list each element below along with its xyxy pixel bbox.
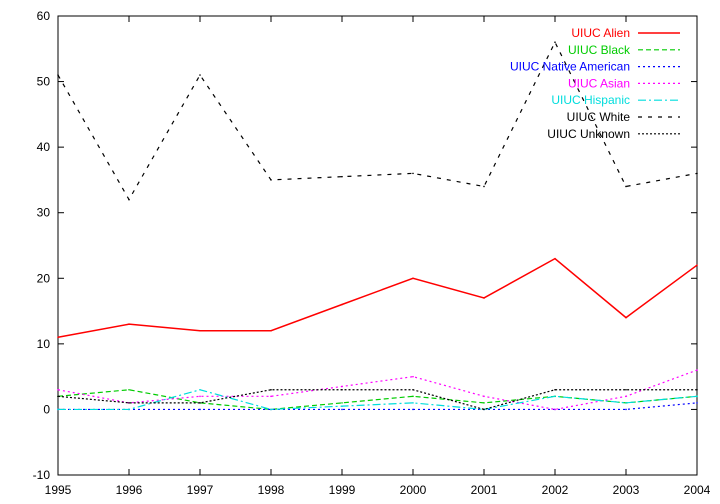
data-point [128,388,130,391]
data-point [412,408,414,411]
data-point [625,395,627,398]
data-point [341,175,343,178]
axes [57,15,698,476]
data-point [412,277,414,280]
data-point [483,402,485,404]
legend-label: UIUC Alien [571,26,630,40]
legend-label: UIUC Unknown [547,127,630,141]
data-point [412,402,414,404]
data-point [412,375,414,378]
data-point [341,303,343,306]
x-tick-label: 1997 [187,483,214,497]
data-point [270,395,272,398]
data-point [341,405,343,407]
y-tick-label: -10 [33,468,51,482]
data-point [270,179,272,181]
data-point [128,198,130,201]
data-point [412,388,414,391]
data-point [270,408,272,411]
data-point [554,388,556,391]
data-point [554,41,556,44]
data-point [57,74,59,76]
legend-label: UIUC Asian [568,76,630,90]
x-tick-label: 1995 [45,483,72,497]
data-point [412,172,414,175]
data-point [625,408,627,411]
x-tick-label: 1998 [258,483,285,497]
y-tick-label: 60 [37,9,51,23]
y-tick-label: 0 [43,402,50,416]
series-line-uiuc-native-american [58,402,698,411]
data-point [483,408,485,411]
x-tick-label: 2002 [542,483,569,497]
x-tick-label: 2003 [613,483,640,497]
legend-label: UIUC Black [568,43,631,57]
series-line-uiuc-black [57,389,698,411]
tick-marks: -10 0 10 20 30 40 50 60 1995 1996 1997 1998 1999 2000… [33,9,711,497]
data-point [270,329,272,332]
series-line-uiuc-unknown [57,389,697,411]
data-point [199,329,201,332]
data-point [696,172,698,175]
y-tick-label: 20 [37,271,51,285]
data-point [341,385,343,388]
x-tick-label: 2001 [471,483,498,497]
data-point [554,408,556,411]
data-point [554,395,556,398]
data-point [199,74,201,76]
x-tick-label: 1999 [329,483,356,497]
data-point [128,408,130,411]
y-tick-label: 30 [37,206,51,220]
x-tick-label: 1996 [116,483,143,497]
plot-frame [57,15,698,476]
data-point [128,402,130,404]
data-point [57,408,59,411]
series-line-uiuc-hispanic [58,389,698,411]
data-point [625,316,627,319]
data-point [57,395,59,398]
data-point [625,185,627,188]
data-point [199,402,201,404]
data-point [341,388,343,391]
data-point [199,408,201,411]
data-point [696,388,698,391]
x-tick-label: 2000 [400,483,427,497]
data-point [554,257,556,260]
series-layer [57,40,698,411]
series-line-uiuc-white [57,40,698,201]
legend-label: UIUC White [567,110,631,124]
data-point [199,388,201,391]
data-point [483,297,485,299]
data-point [696,395,698,398]
data-point [341,402,343,404]
data-point [128,323,130,325]
data-point [199,395,201,398]
data-point [412,395,414,398]
data-point [270,388,272,391]
y-tick-label: 10 [37,337,51,351]
legend: UIUC Alien UIUC Black UIUC Native American… [510,26,680,141]
data-point [696,264,698,266]
legend-label: UIUC Hispanic [551,93,630,107]
y-tick-label: 40 [37,140,51,154]
y-tick-label: 50 [37,75,51,89]
series-line-uiuc-alien [57,257,698,339]
data-point [625,402,627,404]
data-point [57,388,59,391]
data-point [483,395,485,398]
data-point [341,408,343,411]
data-point [696,402,698,404]
data-point [483,185,485,188]
x-tick-label: 2004 [684,483,711,497]
data-point [696,369,698,371]
legend-label: UIUC Native American [510,60,630,74]
data-point [625,388,627,391]
data-point [57,336,59,339]
